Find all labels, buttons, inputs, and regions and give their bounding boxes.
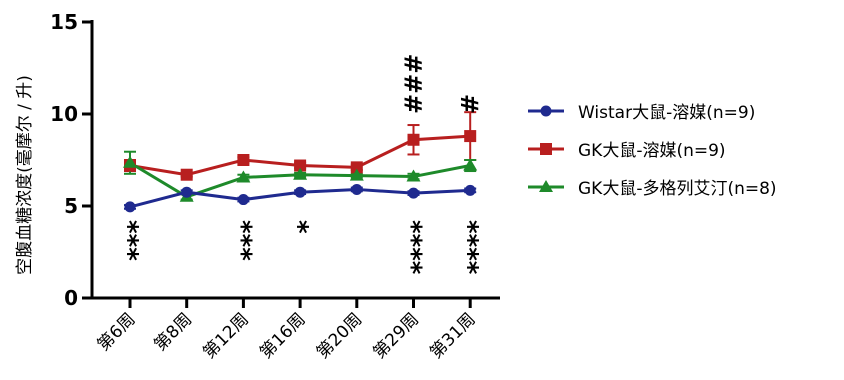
annotation-text: **** [453,220,483,275]
data-point [124,201,136,213]
x-tick-label: 第29周 [370,309,423,362]
y-tick-label: 5 [64,194,78,218]
data-point [464,130,477,143]
legend-item: GK大鼠-多格列艾汀(n=8) [528,179,777,199]
annotation: ### [399,54,427,114]
annotation: # [455,94,483,114]
x-tick-label: 第6周 [94,309,140,355]
y-tick-label: 0 [64,286,78,310]
annotation: **** [453,220,483,275]
data-point [181,186,193,198]
annotation-text: **** [397,220,427,275]
x-tick-label: 第31周 [426,309,479,362]
legend-label: Wistar大鼠-溶媒(n=9) [578,103,755,123]
data-point [351,183,363,195]
x-tick-label: 第8周 [150,309,196,355]
legend-marker [540,143,552,155]
data-point [406,169,421,182]
data-point [349,168,364,181]
annotation: **** [397,220,427,275]
data-markers [123,130,478,213]
significance-annotations: *** *** * **** ****### # [113,54,483,275]
x-tick-label: 第20周 [313,309,366,362]
legend-item: GK大鼠-溶媒(n=9) [528,141,726,161]
data-point [123,155,137,168]
data-point [237,194,249,206]
data-point [294,186,306,198]
legend-label: GK大鼠-溶媒(n=9) [578,141,726,161]
data-point [463,158,478,171]
x-tick-label: 第12周 [199,309,252,362]
data-point [407,133,420,146]
y-axis-label: 空腹血糖浓度(毫摩尔 / 升) [15,75,35,275]
legend: Wistar大鼠-溶媒(n=9) GK大鼠-溶媒(n=9) GK大鼠-多格列艾汀(n… [528,103,777,199]
annotation: *** [113,220,143,261]
annotation-text: * [283,220,313,234]
annotation-text: ### [399,54,427,114]
data-point [293,167,308,180]
annotation-text: *** [226,220,256,261]
data-point [408,187,419,199]
legend-marker [540,105,552,117]
data-point [294,159,307,172]
x-tick-label: 第16周 [256,309,309,362]
data-point [464,184,476,196]
y-tick-label: 15 [50,10,78,34]
legend-label: GK大鼠-多格列艾汀(n=8) [578,179,777,199]
data-point [237,154,250,166]
y-axis-label-text: 空腹血糖浓度(毫摩尔 / 升) [15,75,35,275]
data-point [350,161,363,174]
legend-item: Wistar大鼠-溶媒(n=9) [528,103,755,123]
legend-marker [539,180,553,192]
y-tick-label: 10 [50,102,78,126]
data-point [180,168,193,181]
annotation: * [283,220,313,234]
annotation-text: *** [113,220,143,261]
annotation: *** [226,220,256,261]
data-point [236,170,251,183]
annotation-text: # [455,94,483,114]
axes: 0 5 10 15 第6周 第8周 第12周 第16周 第20周 第29周 第31周 [50,10,500,363]
